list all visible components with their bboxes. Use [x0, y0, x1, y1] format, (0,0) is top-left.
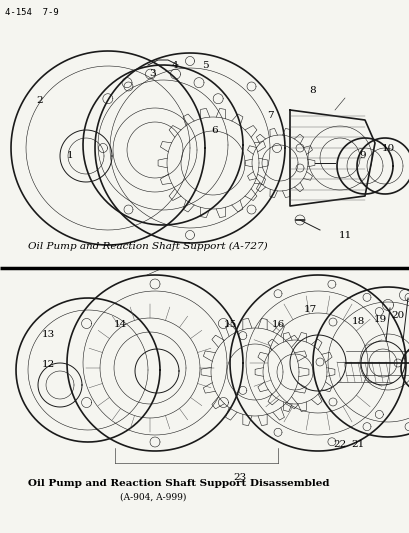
Text: 1: 1: [67, 150, 73, 159]
Text: 23: 23: [233, 473, 246, 482]
Text: 18: 18: [351, 318, 364, 327]
Text: 6: 6: [211, 125, 218, 134]
Text: Oil Pump and Reaction Shaft Support Disassembled: Oil Pump and Reaction Shaft Support Disa…: [28, 480, 329, 489]
Text: 9: 9: [359, 150, 365, 159]
Text: 8: 8: [309, 85, 315, 94]
Text: 16: 16: [271, 320, 284, 329]
Text: 12: 12: [41, 360, 54, 369]
Text: 5: 5: [201, 61, 208, 69]
Text: 20: 20: [391, 311, 404, 319]
Text: 19: 19: [373, 316, 386, 325]
Text: 4: 4: [171, 61, 178, 69]
Text: 17: 17: [303, 305, 316, 314]
Text: (A-904, A-999): (A-904, A-999): [120, 492, 186, 502]
Text: 13: 13: [41, 330, 54, 340]
Text: 21: 21: [351, 440, 364, 449]
Text: 3: 3: [149, 69, 156, 77]
Text: 10: 10: [380, 143, 393, 152]
Text: 4-154  7-9: 4-154 7-9: [5, 7, 58, 17]
Text: 2: 2: [36, 95, 43, 104]
Text: 14: 14: [113, 320, 126, 329]
Text: 22: 22: [333, 440, 346, 449]
Text: 11: 11: [337, 230, 351, 239]
Text: Oil Pump and Reaction Shaft Support (A-727): Oil Pump and Reaction Shaft Support (A-7…: [28, 241, 267, 251]
Text: 15: 15: [223, 320, 236, 329]
Text: 7: 7: [266, 110, 273, 119]
